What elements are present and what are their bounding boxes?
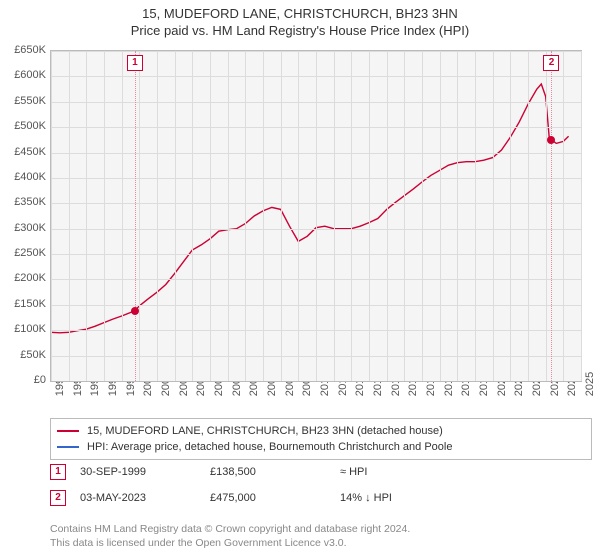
legend-box: 15, MUDEFORD LANE, CHRISTCHURCH, BH23 3H… [50,418,592,460]
legend-label-property: 15, MUDEFORD LANE, CHRISTCHURCH, BH23 3H… [87,425,443,437]
y-tick-label: £450K [2,146,46,158]
marker-dot [131,307,139,315]
legend-row-property: 15, MUDEFORD LANE, CHRISTCHURCH, BH23 3H… [57,423,585,439]
marker-vline [135,51,136,381]
legend-label-hpi: HPI: Average price, detached house, Bour… [87,441,452,453]
title-address: 15, MUDEFORD LANE, CHRISTCHURCH, BH23 3H… [0,6,600,21]
chart-container: 15, MUDEFORD LANE, CHRISTCHURCH, BH23 3H… [0,0,600,560]
sale-row-2: 2 03-MAY-2023 £475,000 14% ↓ HPI [50,490,580,506]
footnote: Contains HM Land Registry data © Crown c… [50,522,580,550]
y-tick-label: £200K [2,272,46,284]
legend-swatch-property [57,430,79,432]
marker-dot [547,136,555,144]
legend-swatch-hpi [57,446,79,448]
sale-delta-2: 14% ↓ HPI [340,492,420,504]
y-tick-label: £350K [2,196,46,208]
sale-price-1: £138,500 [210,466,340,478]
sale-delta-1: ≈ HPI [340,466,420,478]
legend-row-hpi: HPI: Average price, detached house, Bour… [57,439,585,455]
plot-area: 12 [50,50,582,382]
y-tick-label: £400K [2,171,46,183]
sale-date-2: 03-MAY-2023 [80,492,210,504]
y-tick-label: £300K [2,222,46,234]
y-tick-label: £100K [2,323,46,335]
sale-price-2: £475,000 [210,492,340,504]
y-tick-label: £650K [2,44,46,56]
marker-box: 2 [543,55,559,71]
marker-vline [551,51,552,381]
y-tick-label: £550K [2,95,46,107]
title-subtitle: Price paid vs. HM Land Registry's House … [0,23,600,38]
series-line-property [51,84,569,333]
marker-box-1: 1 [50,464,66,480]
y-tick-label: £50K [2,349,46,361]
y-tick-label: £250K [2,247,46,259]
y-tick-label: £600K [2,69,46,81]
marker-box-2: 2 [50,490,66,506]
marker-box: 1 [127,55,143,71]
sale-row-1: 1 30-SEP-1999 £138,500 ≈ HPI [50,464,580,480]
y-tick-label: £150K [2,298,46,310]
sale-date-1: 30-SEP-1999 [80,466,210,478]
y-tick-label: £0 [2,374,46,386]
x-tick-label: 2025 [584,372,596,396]
title-block: 15, MUDEFORD LANE, CHRISTCHURCH, BH23 3H… [0,0,600,38]
footnote-line2: This data is licensed under the Open Gov… [50,537,347,549]
y-tick-label: £500K [2,120,46,132]
footnote-line1: Contains HM Land Registry data © Crown c… [50,523,410,535]
